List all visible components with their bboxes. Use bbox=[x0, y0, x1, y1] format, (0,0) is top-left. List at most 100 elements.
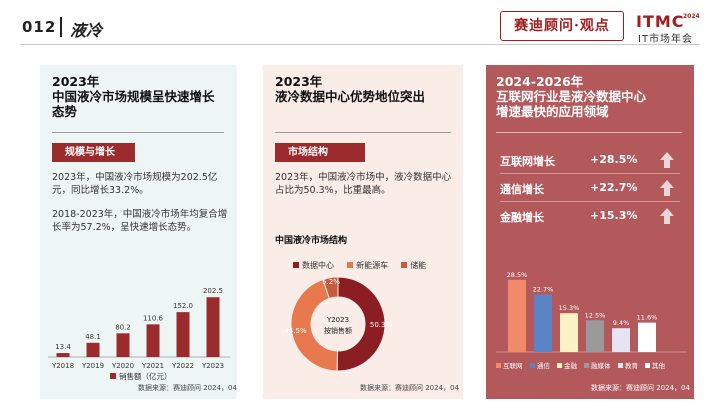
market-size-panel: 2023年 中国液冷市场规模呈快速增长 态势 规模与增长 2023年，中国液冷市… bbox=[40, 65, 237, 399]
itmc-logo-subtitle: IT市场年会 bbox=[638, 34, 694, 45]
bar bbox=[206, 297, 220, 357]
section-number: 012 bbox=[22, 18, 57, 36]
pie-legend: 数据中心 新能源车 储能 bbox=[293, 253, 463, 272]
bar-value-label: 22.7% bbox=[533, 285, 554, 293]
bar-legend: 销售额（亿元） bbox=[110, 371, 172, 382]
x-tick-label: Y2023 bbox=[201, 362, 224, 370]
legend-swatch bbox=[293, 262, 299, 268]
panel3-title-line2: 互联网行业是液冷数据中心 bbox=[496, 89, 647, 104]
bar bbox=[508, 279, 526, 352]
bar-value-label: 202.5 bbox=[203, 287, 223, 295]
legend-label: 互联网 bbox=[503, 361, 523, 370]
panel1-title-line3: 态势 bbox=[52, 104, 78, 119]
growth-separator bbox=[500, 201, 680, 202]
panel3-rule bbox=[496, 132, 682, 133]
panel2-title: 2023年 液冷数据中心优势地位突出 bbox=[275, 74, 455, 104]
x-tick-label: Y2021 bbox=[141, 362, 164, 370]
panel1-source: 数据来源：赛迪顾问 2024，04 bbox=[138, 384, 237, 392]
panel2-para1: 2023年，中国液冷市场中，液冷数据中心占比为50.3%，比重最高。 bbox=[275, 172, 452, 196]
bar-value-label: 152.0 bbox=[173, 302, 193, 310]
panel3-title-line1: 2024-2026年 bbox=[496, 74, 584, 89]
slice-value-label: 50.3% bbox=[370, 321, 393, 329]
market-structure-donut-chart: 50.3% 44.5% 5.2% Y2023 按销售额 bbox=[284, 276, 393, 372]
market-structure-panel: 2023年 液冷数据中心优势地位突出 市场结构 2023年，中国液冷市场中，液冷… bbox=[263, 65, 463, 399]
legend-swatch bbox=[401, 262, 408, 268]
growth-separator bbox=[500, 173, 680, 174]
panel2-source: 数据来源：赛迪顾问 2024，04 bbox=[360, 384, 459, 392]
panel3-title-line3: 增速最快的应用领域 bbox=[496, 104, 609, 119]
legend-swatch bbox=[618, 363, 623, 368]
panel3-title: 2024-2026年 互联网行业是液冷数据中心 增速最快的应用领域 bbox=[496, 74, 692, 119]
donut-center-label: Y2023 bbox=[326, 316, 349, 324]
x-tick-label: Y2019 bbox=[81, 362, 104, 370]
bar bbox=[534, 294, 552, 352]
donut-center-label: 按销售额 bbox=[324, 326, 352, 335]
up-arrow-icon bbox=[660, 152, 674, 168]
legend-swatch bbox=[557, 363, 562, 368]
legend-label: 金融 bbox=[564, 361, 578, 370]
bar bbox=[56, 353, 70, 357]
bar-legend-label: 销售额（亿元） bbox=[119, 372, 172, 381]
legend-swatch bbox=[347, 262, 354, 268]
up-arrow-icon bbox=[660, 208, 674, 224]
growth-label: 通信增长 bbox=[500, 183, 544, 196]
panel1-rule bbox=[52, 132, 224, 133]
legend-swatch bbox=[584, 363, 589, 368]
growth-value: +28.5% bbox=[590, 153, 638, 166]
bar-value-label: 48.1 bbox=[85, 333, 101, 341]
legend-label: 通信 bbox=[537, 361, 551, 370]
bar-value-label: 12.5% bbox=[585, 311, 606, 319]
legend-swatch bbox=[496, 363, 501, 368]
pie-legend-item-datacenter: 数据中心 bbox=[293, 261, 334, 270]
legend-swatch bbox=[530, 363, 535, 368]
bar bbox=[176, 312, 190, 357]
itmc-logo: ITMC bbox=[636, 12, 685, 31]
bar-value-label: 11.6% bbox=[637, 314, 658, 322]
pie-legend-label: 储能 bbox=[410, 261, 427, 270]
pie-legend-label: 数据中心 bbox=[302, 261, 334, 270]
growth-value: +22.7% bbox=[590, 181, 638, 194]
bar-value-label: 15.3% bbox=[559, 304, 580, 312]
x-tick-label: Y2022 bbox=[171, 362, 194, 370]
bar bbox=[146, 324, 160, 357]
pie-legend-item-storage: 储能 bbox=[401, 261, 426, 270]
bar-value-label: 13.4 bbox=[55, 343, 71, 351]
slice-value-label: 44.5% bbox=[284, 327, 307, 335]
legend-swatch bbox=[645, 363, 650, 368]
donut-slice bbox=[322, 276, 339, 300]
x-tick-label: Y2018 bbox=[51, 362, 74, 370]
bar bbox=[560, 313, 578, 352]
legend-label: 融媒体 bbox=[591, 361, 611, 370]
panel1-para2: 2018-2023年，中国液冷市场年均复合增长率为57.2%，呈快速增长态势。 bbox=[52, 209, 228, 233]
x-tick-label: Y2020 bbox=[111, 362, 134, 370]
bar bbox=[586, 320, 604, 352]
bar bbox=[86, 342, 100, 357]
panel1-title: 2023年 中国液冷市场规模呈快速增长 态势 bbox=[52, 74, 232, 119]
panel1-para1: 2023年，中国液冷市场规模为202.5亿元，同比增长33.2%。 bbox=[52, 172, 218, 196]
application-growth-panel: 2024-2026年 互联网行业是液冷数据中心 增速最快的应用领域 互联网增长 … bbox=[486, 65, 694, 399]
donut-slice bbox=[336, 276, 386, 372]
application-growth-bar-chart: 28.5% 22.7% 15.3% 12.5% 9.4% 11.6% 互联网 通信 金融 融媒体 教… bbox=[496, 271, 686, 370]
bar-value-label: 80.2 bbox=[115, 323, 131, 331]
pie-legend-label: 新能源车 bbox=[356, 261, 389, 270]
bar bbox=[116, 333, 130, 357]
panel2-title-line2: 液冷数据中心优势地位突出 bbox=[275, 89, 426, 104]
pie-legend-item-nev: 新能源车 bbox=[347, 261, 388, 270]
market-size-bar-chart: 13.4 Y2018 48.1 Y2019 80.2 Y2020 110.6 Y2021 152… bbox=[48, 287, 230, 370]
bar-value-label: 28.5% bbox=[507, 271, 528, 279]
panel1-tag: 规模与增长 bbox=[52, 143, 135, 162]
header-divider bbox=[60, 17, 62, 37]
bar-value-label: 9.4% bbox=[613, 319, 630, 327]
bar-value-label: 110.6 bbox=[143, 314, 164, 322]
panel1-title-line2: 中国液冷市场规模呈快速增长 bbox=[52, 89, 215, 104]
header-rule bbox=[20, 44, 700, 45]
panel2-title-line1: 2023年 bbox=[275, 74, 323, 89]
section-title: 液冷 bbox=[70, 21, 103, 40]
slice-value-label: 5.2% bbox=[322, 278, 340, 286]
panel2-rule bbox=[275, 132, 451, 133]
bar bbox=[638, 322, 656, 352]
pie-title: 中国液冷市场结构 bbox=[275, 236, 348, 246]
growth-label: 金融增长 bbox=[500, 211, 544, 224]
legend-swatch bbox=[110, 373, 116, 379]
growth-value: +15.3% bbox=[590, 209, 638, 222]
